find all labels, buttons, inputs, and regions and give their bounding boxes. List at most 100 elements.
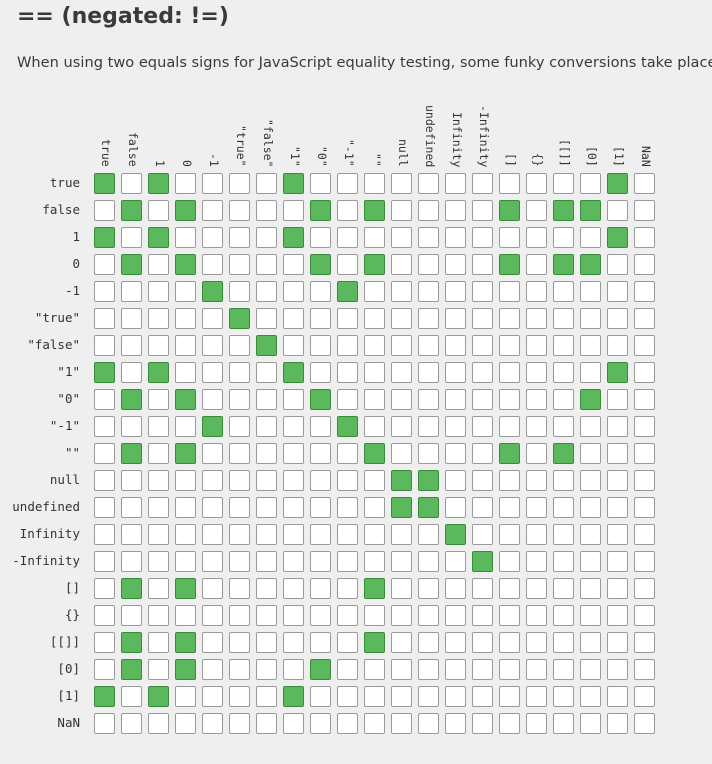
equal-cell: [283, 173, 304, 194]
column-header: true: [98, 139, 113, 167]
not-equal-cell: [526, 254, 547, 275]
not-equal-cell: [121, 227, 142, 248]
not-equal-cell: [175, 497, 196, 518]
equal-cell: [202, 281, 223, 302]
not-equal-cell: [526, 632, 547, 653]
equal-cell: [607, 362, 628, 383]
not-equal-cell: [445, 605, 466, 626]
not-equal-cell: [337, 470, 358, 491]
not-equal-cell: [229, 389, 250, 410]
not-equal-cell: [337, 605, 358, 626]
not-equal-cell: [499, 416, 520, 437]
not-equal-cell: [256, 578, 277, 599]
column-header: "false": [260, 119, 275, 168]
row-header: -1: [64, 283, 80, 298]
not-equal-cell: [283, 713, 304, 734]
not-equal-cell: [256, 551, 277, 572]
row-header: "1": [57, 364, 80, 379]
not-equal-cell: [391, 389, 412, 410]
not-equal-cell: [94, 713, 115, 734]
not-equal-cell: [418, 362, 439, 383]
row-header: [1]: [57, 688, 80, 703]
row-header: "": [64, 445, 80, 460]
equal-cell: [553, 200, 574, 221]
not-equal-cell: [94, 551, 115, 572]
not-equal-cell: [148, 551, 169, 572]
not-equal-cell: [634, 416, 655, 437]
not-equal-cell: [283, 551, 304, 572]
not-equal-cell: [391, 659, 412, 680]
equal-cell: [337, 281, 358, 302]
not-equal-cell: [94, 281, 115, 302]
not-equal-cell: [94, 416, 115, 437]
equal-cell: [175, 632, 196, 653]
not-equal-cell: [121, 416, 142, 437]
equal-cell: [94, 686, 115, 707]
not-equal-cell: [391, 713, 412, 734]
not-equal-cell: [283, 443, 304, 464]
not-equal-cell: [256, 713, 277, 734]
not-equal-cell: [418, 605, 439, 626]
not-equal-cell: [472, 659, 493, 680]
not-equal-cell: [526, 443, 547, 464]
not-equal-cell: [580, 659, 601, 680]
not-equal-cell: [580, 308, 601, 329]
not-equal-cell: [391, 308, 412, 329]
not-equal-cell: [337, 389, 358, 410]
not-equal-cell: [607, 200, 628, 221]
not-equal-cell: [634, 308, 655, 329]
equal-cell: [418, 470, 439, 491]
not-equal-cell: [499, 659, 520, 680]
not-equal-cell: [580, 443, 601, 464]
not-equal-cell: [634, 713, 655, 734]
not-equal-cell: [310, 362, 331, 383]
not-equal-cell: [148, 578, 169, 599]
not-equal-cell: [202, 443, 223, 464]
not-equal-cell: [121, 551, 142, 572]
not-equal-cell: [337, 524, 358, 545]
not-equal-cell: [94, 578, 115, 599]
not-equal-cell: [499, 335, 520, 356]
not-equal-cell: [310, 524, 331, 545]
not-equal-cell: [202, 632, 223, 653]
not-equal-cell: [526, 713, 547, 734]
not-equal-cell: [526, 281, 547, 302]
equal-cell: [364, 443, 385, 464]
column-header: NaN: [638, 146, 653, 167]
not-equal-cell: [634, 605, 655, 626]
not-equal-cell: [283, 659, 304, 680]
not-equal-cell: [445, 443, 466, 464]
not-equal-cell: [418, 713, 439, 734]
not-equal-cell: [634, 227, 655, 248]
not-equal-cell: [229, 524, 250, 545]
column-header: "true": [233, 125, 248, 167]
equal-cell: [121, 659, 142, 680]
not-equal-cell: [607, 443, 628, 464]
not-equal-cell: [499, 470, 520, 491]
not-equal-cell: [418, 416, 439, 437]
not-equal-cell: [391, 416, 412, 437]
not-equal-cell: [229, 362, 250, 383]
not-equal-cell: [634, 524, 655, 545]
not-equal-cell: [175, 308, 196, 329]
not-equal-cell: [256, 389, 277, 410]
not-equal-cell: [499, 578, 520, 599]
not-equal-cell: [310, 632, 331, 653]
not-equal-cell: [337, 308, 358, 329]
column-header: Infinity: [449, 112, 464, 168]
not-equal-cell: [256, 632, 277, 653]
not-equal-cell: [364, 713, 385, 734]
column-header: -1: [206, 153, 221, 167]
not-equal-cell: [553, 362, 574, 383]
not-equal-cell: [202, 254, 223, 275]
equal-cell: [553, 443, 574, 464]
not-equal-cell: [391, 632, 412, 653]
equal-cell: [337, 416, 358, 437]
not-equal-cell: [418, 173, 439, 194]
not-equal-cell: [472, 443, 493, 464]
not-equal-cell: [580, 227, 601, 248]
not-equal-cell: [445, 713, 466, 734]
row-header: 1: [72, 229, 80, 244]
not-equal-cell: [499, 551, 520, 572]
not-equal-cell: [175, 281, 196, 302]
